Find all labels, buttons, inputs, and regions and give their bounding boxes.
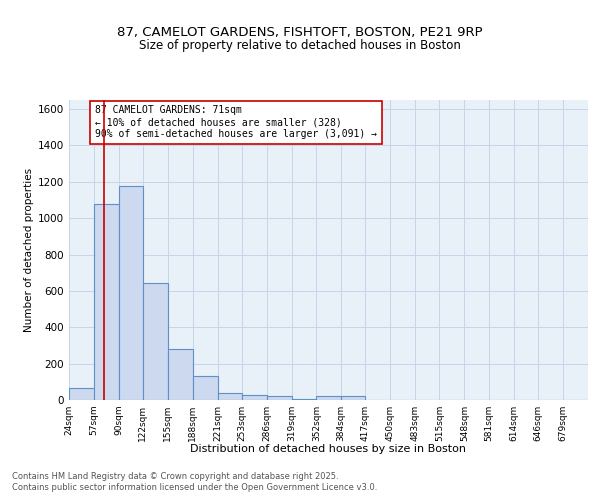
- Bar: [341, 396, 365, 400]
- Text: Contains public sector information licensed under the Open Government Licence v3: Contains public sector information licen…: [12, 484, 377, 492]
- Bar: [266, 396, 292, 400]
- Bar: [168, 349, 193, 400]
- Text: Contains HM Land Registry data © Crown copyright and database right 2025.: Contains HM Land Registry data © Crown c…: [12, 472, 338, 481]
- Text: 87, CAMELOT GARDENS, FISHTOFT, BOSTON, PE21 9RP: 87, CAMELOT GARDENS, FISHTOFT, BOSTON, P…: [117, 26, 483, 39]
- Y-axis label: Number of detached properties: Number of detached properties: [24, 168, 34, 332]
- Bar: [292, 399, 316, 400]
- Text: 87 CAMELOT GARDENS: 71sqm
← 10% of detached houses are smaller (328)
90% of semi: 87 CAMELOT GARDENS: 71sqm ← 10% of detac…: [95, 106, 377, 138]
- Text: Size of property relative to detached houses in Boston: Size of property relative to detached ho…: [139, 38, 461, 52]
- Bar: [242, 396, 266, 400]
- Bar: [218, 392, 242, 400]
- Bar: [316, 396, 341, 400]
- X-axis label: Distribution of detached houses by size in Boston: Distribution of detached houses by size …: [191, 444, 467, 454]
- Bar: [143, 282, 168, 400]
- Bar: [69, 388, 94, 400]
- Bar: [193, 376, 218, 400]
- Bar: [94, 204, 119, 400]
- Bar: [119, 186, 143, 400]
